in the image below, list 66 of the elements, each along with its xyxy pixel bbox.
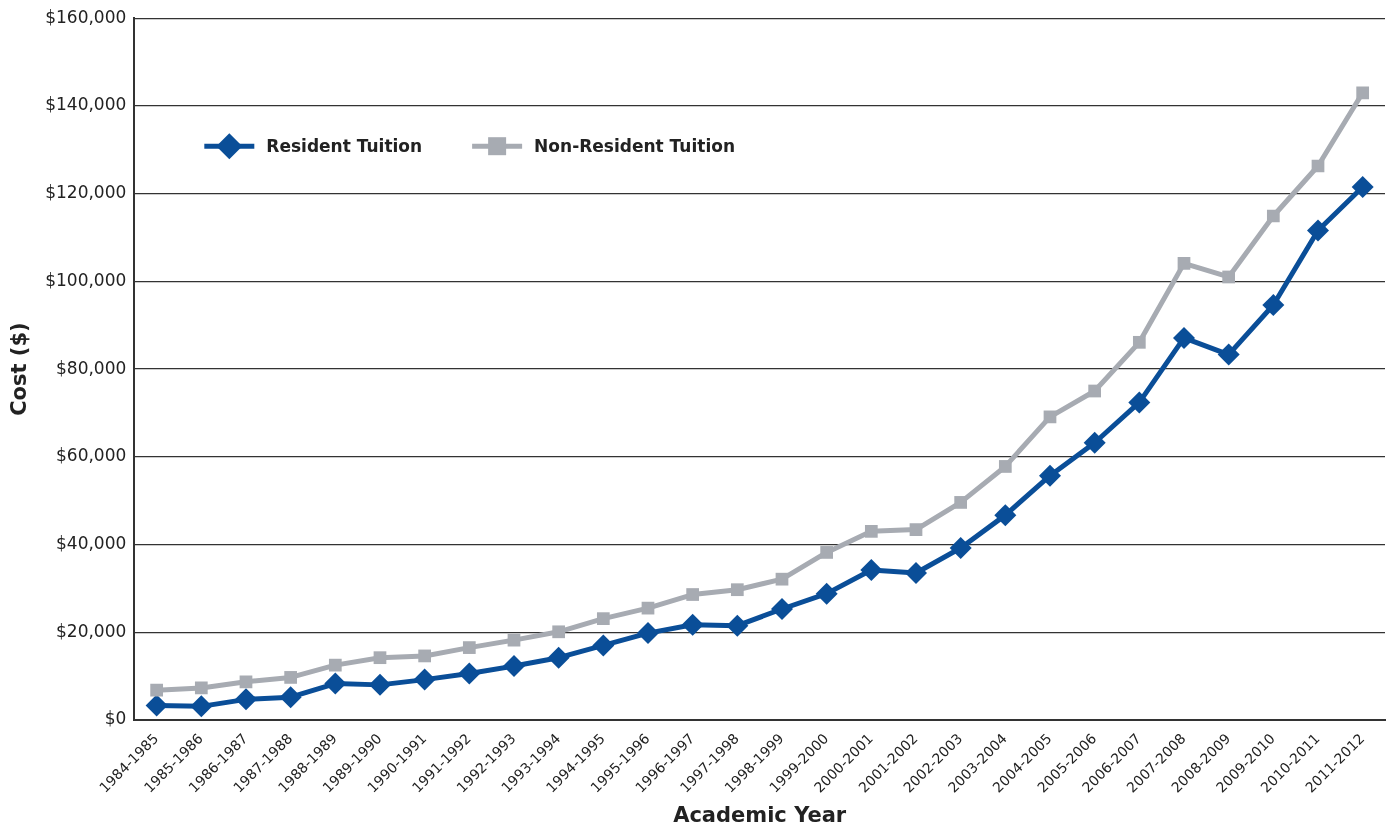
y-tick-label: $120,000: [45, 182, 127, 203]
point: [1128, 391, 1151, 414]
point: [284, 671, 298, 684]
point: [815, 582, 838, 605]
legend-label: Non-Resident Tuition: [534, 135, 735, 156]
point: [413, 668, 436, 691]
point: [458, 662, 481, 685]
point: [324, 672, 347, 695]
point: [949, 537, 972, 560]
y-tick-label: $100,000: [45, 269, 127, 290]
point: [552, 625, 566, 639]
point: [502, 655, 525, 678]
y-tick-label: $60,000: [56, 445, 127, 466]
point: [150, 683, 164, 697]
point: [279, 686, 302, 709]
point: [368, 673, 391, 696]
point: [1307, 219, 1329, 242]
point: [1038, 464, 1061, 487]
x-axis-title: Academic Year: [673, 802, 847, 827]
point: [864, 525, 878, 538]
point: [1222, 270, 1236, 284]
point: [730, 583, 744, 597]
point: [239, 675, 253, 689]
y-tick-label: $160,000: [45, 6, 127, 27]
point: [1217, 343, 1240, 366]
point: [1083, 431, 1106, 454]
point: [860, 558, 883, 581]
y-tick-label: $140,000: [45, 94, 127, 115]
point: [1173, 326, 1195, 349]
point: [954, 496, 968, 509]
point: [596, 612, 610, 626]
point: [998, 460, 1012, 473]
point: [1088, 384, 1102, 398]
point: [904, 562, 927, 585]
point: [820, 546, 834, 559]
point: [1351, 176, 1374, 199]
point: [234, 688, 257, 711]
point: [507, 633, 521, 647]
point: [994, 504, 1017, 527]
point: [770, 598, 793, 620]
y-axis-title: Cost ($): [7, 322, 32, 416]
point: [194, 681, 208, 695]
point: [636, 622, 659, 645]
point: [190, 695, 213, 718]
point: [726, 614, 749, 637]
point: [1266, 209, 1280, 223]
point: [775, 572, 789, 586]
point: [328, 658, 342, 672]
point: [145, 694, 168, 717]
point: [686, 588, 700, 601]
point: [681, 613, 704, 636]
point: [373, 651, 387, 665]
point: [1356, 86, 1370, 100]
point: [1262, 294, 1285, 317]
legend-label: Resident Tuition: [266, 135, 423, 156]
point: [462, 641, 476, 654]
point: [547, 646, 570, 669]
y-tick-label: $20,000: [56, 620, 127, 641]
y-tick-label: $80,000: [56, 357, 127, 378]
point: [418, 649, 432, 663]
y-tick-label: $0: [104, 708, 127, 729]
point: [1132, 335, 1146, 349]
point: [909, 523, 923, 536]
point: [592, 634, 615, 657]
point: [1177, 257, 1191, 270]
y-tick-label: $40,000: [56, 532, 127, 553]
